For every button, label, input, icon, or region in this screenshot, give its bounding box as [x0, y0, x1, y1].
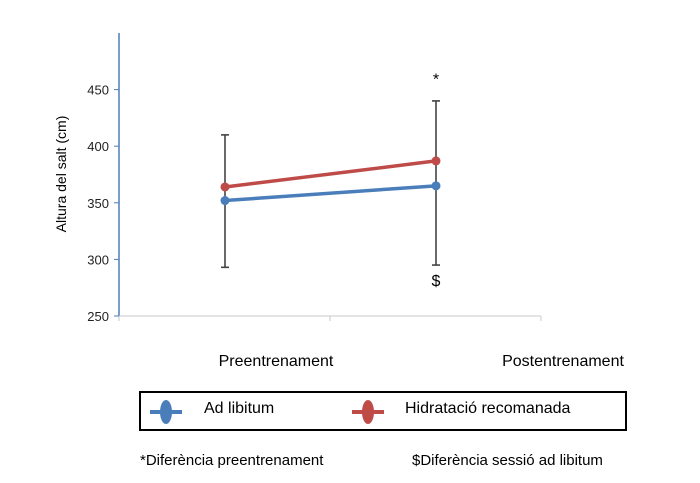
footnote-star: *Diferència preentrenament — [140, 452, 324, 469]
series-points — [220, 156, 441, 206]
y-tick-label: 250 — [87, 309, 109, 324]
data-point-0-0 — [220, 196, 230, 206]
legend-label-ad-libitum: Ad libitum — [204, 400, 275, 417]
category-label-pre: Preentrenament — [219, 353, 334, 370]
footnote-dollar: $Diferència sessió ad libitum — [412, 452, 603, 469]
annotations: *$ — [432, 71, 441, 289]
annotation-0: * — [433, 71, 439, 88]
annotation-1: $ — [432, 273, 441, 290]
y-ticks: 250 300 350 400 450 — [87, 83, 119, 324]
data-point-0-1 — [431, 181, 441, 191]
data-point-1-1 — [431, 156, 441, 166]
y-tick-label: 400 — [87, 139, 109, 154]
series-lines — [224, 159, 437, 203]
y-axis-label: Altura del salt (cm) — [53, 116, 69, 233]
y-tick-label: 350 — [87, 196, 109, 211]
axes — [118, 33, 542, 321]
legend-label-hidratacio: Hidratació recomanada — [405, 400, 571, 417]
series-line-0 — [224, 184, 437, 203]
legend — [139, 391, 627, 431]
category-label-post: Postentrenament — [502, 353, 624, 370]
series-line-1 — [224, 159, 437, 189]
y-tick-label: 450 — [87, 83, 109, 98]
data-point-1-0 — [220, 182, 230, 192]
y-tick-label: 300 — [87, 252, 109, 267]
